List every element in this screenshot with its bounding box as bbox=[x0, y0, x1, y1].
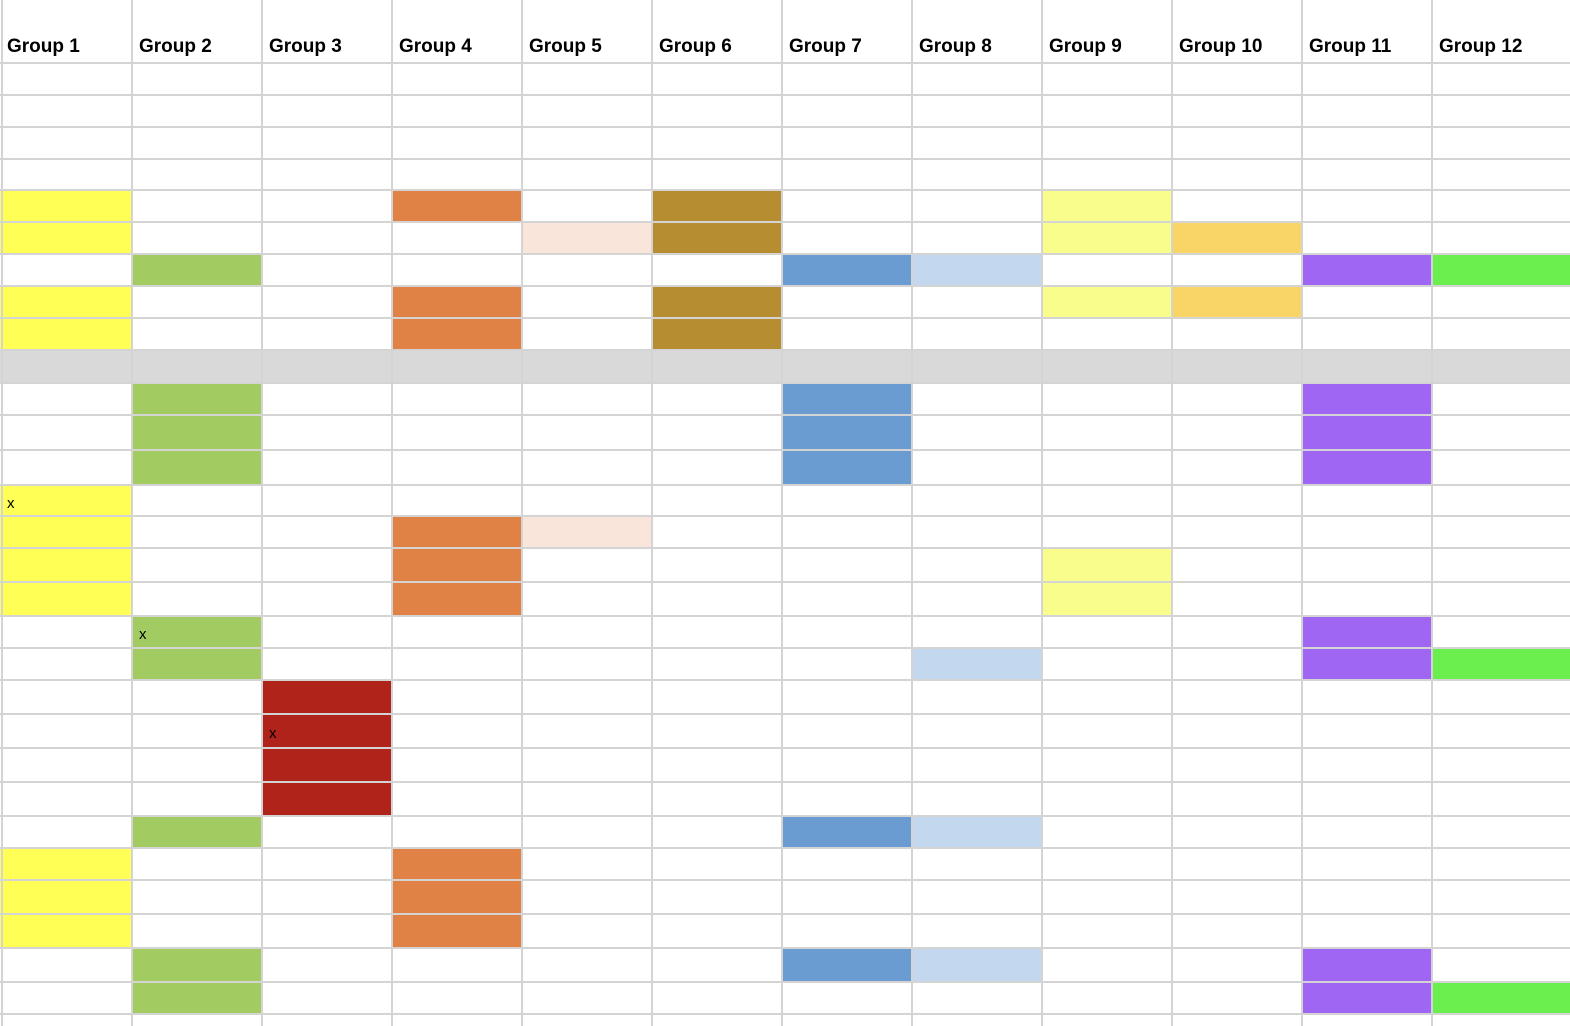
row-gridline bbox=[0, 713, 1570, 715]
row-gridline bbox=[0, 547, 1570, 549]
row-gridline bbox=[0, 747, 1570, 749]
row-gridline bbox=[0, 414, 1570, 416]
colored-cell-block[interactable] bbox=[132, 254, 262, 286]
column-header-group-7[interactable]: Group 7 bbox=[789, 36, 862, 57]
column-header-group-10[interactable]: Group 10 bbox=[1179, 36, 1263, 57]
colored-cell-block[interactable] bbox=[782, 254, 912, 286]
colored-cell-block[interactable] bbox=[392, 190, 522, 222]
colored-cell-block[interactable] bbox=[912, 648, 1042, 680]
cell-mark-x: x bbox=[269, 725, 277, 742]
column-header-group-8[interactable]: Group 8 bbox=[919, 36, 992, 57]
column-header-group-1[interactable]: Group 1 bbox=[7, 36, 80, 57]
colored-cell-block[interactable] bbox=[782, 816, 912, 848]
colored-cell-block[interactable] bbox=[522, 222, 652, 254]
cell-mark-x: x bbox=[139, 626, 147, 643]
column-header-group-6[interactable]: Group 6 bbox=[659, 36, 732, 57]
row-gridline bbox=[0, 981, 1570, 983]
column-header-group-12[interactable]: Group 12 bbox=[1439, 36, 1523, 57]
row-gridline bbox=[0, 382, 1570, 384]
column-gridline bbox=[1431, 0, 1433, 1026]
row-gridline bbox=[0, 253, 1570, 255]
row-gridline bbox=[0, 913, 1570, 915]
colored-cell-block[interactable] bbox=[1302, 254, 1432, 286]
row-gridline bbox=[0, 449, 1570, 451]
colored-cell-block[interactable] bbox=[912, 816, 1042, 848]
cell-mark-x: x bbox=[7, 495, 15, 512]
colored-cell-block[interactable] bbox=[1172, 222, 1302, 254]
column-header-group-2[interactable]: Group 2 bbox=[139, 36, 212, 57]
row-gridline bbox=[0, 947, 1570, 949]
column-gridline bbox=[131, 0, 133, 1026]
column-gridline bbox=[391, 0, 393, 1026]
column-gridline bbox=[651, 0, 653, 1026]
row-gridline bbox=[0, 484, 1570, 486]
colored-cell-block[interactable] bbox=[392, 516, 522, 616]
column-header-group-3[interactable]: Group 3 bbox=[269, 36, 342, 57]
column-gridline bbox=[1, 0, 3, 1026]
column-gridline bbox=[781, 0, 783, 1026]
row-gridline bbox=[0, 94, 1570, 96]
row-gridline bbox=[0, 1013, 1570, 1015]
row-gridline bbox=[0, 221, 1570, 223]
colored-cell-block[interactable] bbox=[1172, 286, 1302, 318]
colored-cell-block[interactable] bbox=[132, 816, 262, 848]
colored-cell-block[interactable] bbox=[1302, 383, 1432, 485]
row-gridline bbox=[0, 781, 1570, 783]
column-gridline bbox=[521, 0, 523, 1026]
separator-row bbox=[0, 350, 1570, 383]
row-gridline bbox=[0, 189, 1570, 191]
colored-cell-block[interactable] bbox=[782, 383, 912, 485]
colored-cell-block[interactable] bbox=[392, 848, 522, 948]
row-gridline bbox=[0, 126, 1570, 128]
column-header-group-4[interactable]: Group 4 bbox=[399, 36, 472, 57]
column-header-group-11[interactable]: Group 11 bbox=[1309, 36, 1392, 57]
row-gridline bbox=[0, 679, 1570, 681]
column-header-group-5[interactable]: Group 5 bbox=[529, 36, 602, 57]
colored-cell-block[interactable] bbox=[522, 516, 652, 548]
row-gridline bbox=[0, 847, 1570, 849]
column-gridline bbox=[911, 0, 913, 1026]
column-gridline bbox=[261, 0, 263, 1026]
row-gridline bbox=[0, 158, 1570, 160]
colored-cell-block[interactable] bbox=[912, 948, 1042, 982]
column-gridline bbox=[1301, 0, 1303, 1026]
column-gridline bbox=[1171, 0, 1173, 1026]
row-gridline bbox=[0, 879, 1570, 881]
column-gridline bbox=[1041, 0, 1043, 1026]
colored-cell-block[interactable] bbox=[1432, 648, 1570, 680]
row-gridline bbox=[0, 615, 1570, 617]
column-header-group-9[interactable]: Group 9 bbox=[1049, 36, 1122, 57]
row-gridline bbox=[0, 62, 1570, 64]
colored-cell-block[interactable] bbox=[912, 254, 1042, 286]
colored-cell-block[interactable] bbox=[782, 948, 912, 982]
colored-cell-block[interactable] bbox=[1432, 982, 1570, 1014]
row-gridline bbox=[0, 349, 1570, 351]
row-gridline bbox=[0, 285, 1570, 287]
row-gridline bbox=[0, 647, 1570, 649]
row-gridline bbox=[0, 515, 1570, 517]
colored-cell-block[interactable] bbox=[0, 485, 132, 616]
row-gridline bbox=[0, 317, 1570, 319]
colored-cell-block[interactable] bbox=[1432, 254, 1570, 286]
row-gridline bbox=[0, 815, 1570, 817]
row-gridline bbox=[0, 581, 1570, 583]
colored-cell-block[interactable] bbox=[1042, 286, 1172, 318]
colored-cell-block[interactable] bbox=[0, 848, 132, 948]
colored-cell-block[interactable] bbox=[132, 383, 262, 485]
